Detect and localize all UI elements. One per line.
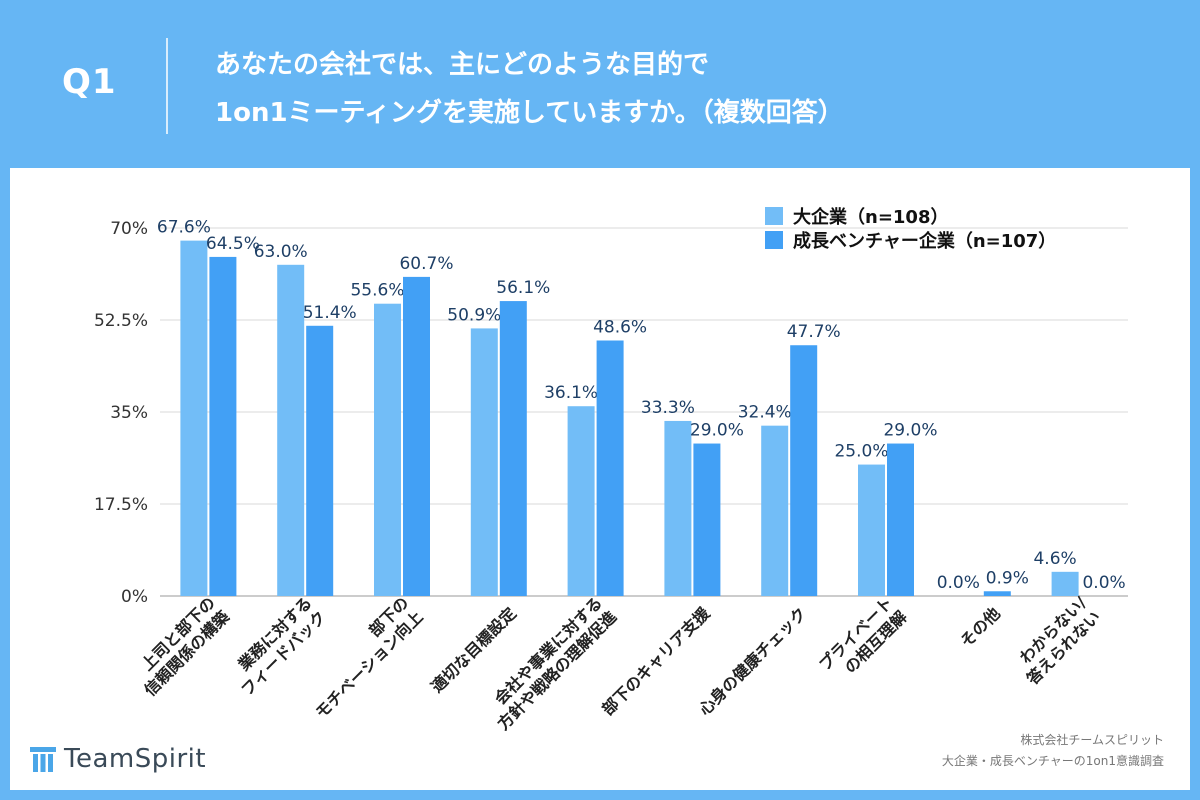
- x-tick-label: 心身の健康チェック: [695, 604, 810, 719]
- bar: [983, 591, 1011, 596]
- y-tick-label: 0%: [121, 587, 148, 607]
- bar: [306, 325, 334, 596]
- y-tick-label: 17.5%: [94, 495, 148, 515]
- legend-swatch: [765, 231, 783, 249]
- teamspirit-logo-icon: [30, 747, 56, 772]
- y-tick-label: 70%: [110, 219, 148, 239]
- source-survey: 大企業・成長ベンチャーの1on1意識調査: [941, 754, 1164, 768]
- legend-label: 大企業（n=108）: [793, 206, 948, 228]
- data-label: 47.7%: [787, 322, 841, 342]
- x-tick-label: 業務に対するフィードバック: [223, 593, 330, 700]
- svg-text:業務に対するフィードバック: 業務に対するフィードバック: [223, 593, 330, 700]
- bar: [499, 301, 527, 596]
- data-label: 32.4%: [738, 403, 792, 423]
- logo-text: TeamSpirit: [64, 744, 207, 774]
- bar: [790, 345, 818, 596]
- company-logo: TeamSpirit: [28, 740, 206, 778]
- legend-swatch: [765, 207, 783, 225]
- svg-text:心身の健康チェック: 心身の健康チェック: [695, 604, 810, 719]
- data-label: 55.6%: [350, 281, 404, 301]
- svg-text:上司と部下の信頼関係の構築: 上司と部下の信頼関係の構築: [126, 592, 233, 699]
- bar-chart: 0% 17.5% 35% 52.5% 70% 67.6%64.5% 上司と部下の信頼関係の構…: [94, 206, 1128, 734]
- y-tick-label: 52.5%: [94, 311, 148, 331]
- legend-label: 成長ベンチャー企業（n=107）: [793, 230, 1056, 252]
- svg-text:その他: その他: [956, 604, 1003, 651]
- data-label: 60.7%: [399, 254, 453, 274]
- bar: [858, 464, 885, 596]
- data-label: 50.9%: [447, 305, 501, 325]
- data-label: 29.0%: [690, 421, 744, 441]
- data-label: 4.6%: [1033, 549, 1076, 569]
- x-tick-label: その他: [956, 604, 1003, 651]
- bar: [374, 303, 401, 596]
- x-tick-label: わからない/答えられない: [1009, 593, 1105, 689]
- data-label: 0.9%: [986, 568, 1029, 588]
- bar: [277, 264, 305, 596]
- data-label: 67.6%: [157, 218, 211, 238]
- data-label: 36.1%: [544, 383, 598, 403]
- header-divider: [166, 38, 168, 134]
- data-label: 64.5%: [206, 234, 260, 254]
- header: Q1 あなたの会社では、主にどのような目的で 1on1ミーティングを実施していま…: [0, 0, 1200, 168]
- data-label: 33.3%: [641, 398, 695, 418]
- bar: [403, 276, 430, 596]
- data-label: 0.0%: [1082, 573, 1125, 593]
- data-label: 63.0%: [254, 242, 308, 262]
- chart-panel: 0% 17.5% 35% 52.5% 70% 67.6% 64.5% 上司と部下の信頼関係の構…: [10, 168, 1190, 790]
- data-label: 51.4%: [303, 303, 357, 323]
- bar: [887, 443, 914, 596]
- bar: [180, 240, 208, 597]
- data-label: 29.0%: [883, 421, 937, 441]
- bar: [693, 443, 721, 596]
- data-label: 0.0%: [937, 573, 980, 593]
- question-title-line-2: 1on1ミーティングを実施していますか。（複数回答）: [215, 98, 844, 128]
- bar: [1051, 571, 1079, 596]
- bar: [761, 425, 789, 596]
- svg-text:わからない/答えられない: わからない/答えられない: [1009, 593, 1105, 689]
- x-tick-label: 上司と部下の信頼関係の構築: [126, 592, 234, 700]
- bar: [567, 406, 595, 596]
- svg-text:プライベートの相互理解: プライベートの相互理解: [815, 593, 910, 688]
- y-tick-label: 35%: [110, 403, 148, 423]
- bar: [664, 420, 692, 596]
- bar: [209, 256, 237, 596]
- x-tick-label: プライベートの相互理解: [815, 593, 910, 688]
- bar: [470, 328, 498, 596]
- source-company: 株式会社チームスピリット: [1020, 733, 1164, 747]
- data-label: 56.1%: [496, 278, 550, 298]
- data-label: 48.6%: [593, 318, 647, 338]
- data-label: 25.0%: [834, 442, 888, 462]
- question-number: Q1: [62, 62, 117, 102]
- question-title-line-1: あなたの会社では、主にどのような目的で: [215, 50, 710, 80]
- bar: [596, 340, 624, 596]
